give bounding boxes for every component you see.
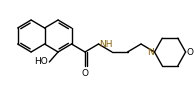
Text: O: O (81, 69, 88, 78)
Text: O: O (187, 48, 194, 57)
Text: HO: HO (35, 58, 48, 67)
Text: NH: NH (100, 39, 113, 49)
Text: N: N (147, 48, 153, 57)
